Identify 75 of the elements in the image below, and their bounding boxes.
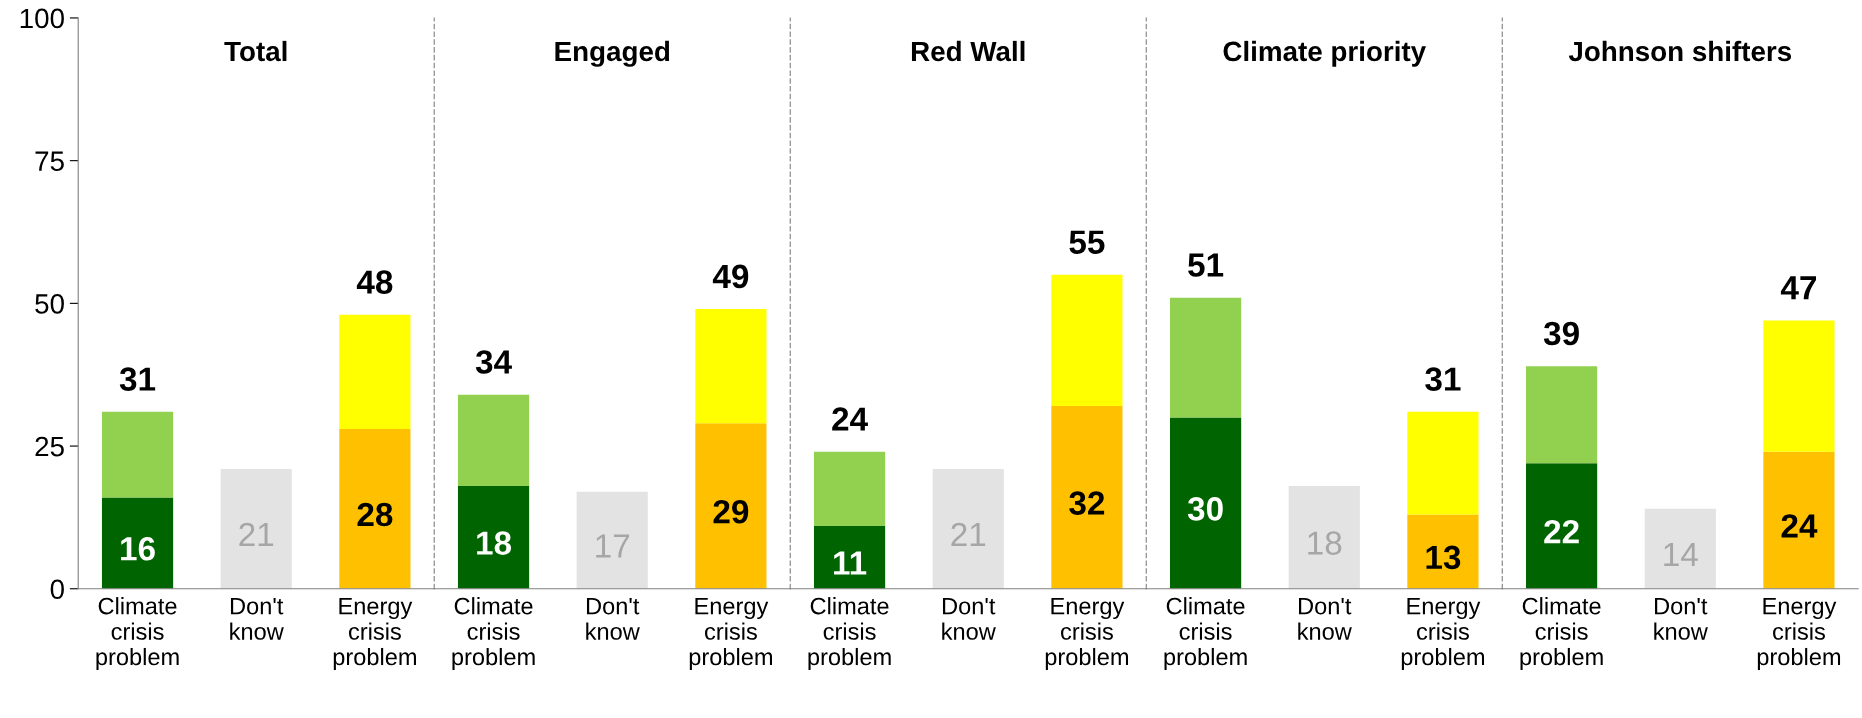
data-label: 14: [1664, 543, 1698, 566]
x-tick-label: Climate crisis problem: [96, 597, 179, 670]
y-tick-label: 50: [35, 294, 64, 314]
bar: [932, 468, 1004, 589]
bar: [1288, 486, 1360, 589]
y-tick-label: 0: [50, 579, 64, 600]
total-label: 24: [832, 407, 868, 431]
data-label: 18: [477, 531, 512, 555]
data-label: 24: [1781, 514, 1818, 538]
bar: [457, 486, 530, 589]
bar: [1051, 274, 1123, 407]
bar: [220, 468, 292, 589]
data-label: 22: [1544, 519, 1579, 544]
data-label: 28: [357, 502, 393, 527]
text: Climate priority: [1223, 40, 1426, 67]
bar: [1407, 411, 1479, 515]
x-tick-label: Energy crisis problem: [689, 597, 772, 670]
y-tick-label: 75: [35, 151, 64, 171]
bar: [1526, 463, 1598, 589]
x-tick-label: Energy crisis problem: [1045, 597, 1129, 670]
bar: [101, 411, 174, 498]
x-tick-label: Climate crisis problem: [808, 597, 891, 670]
data-label: 17: [596, 534, 630, 558]
x-tick-label: Energy crisis problem: [1401, 597, 1485, 670]
data-label: 30: [1187, 497, 1223, 521]
y-tick-label: 100: [20, 8, 64, 29]
total-label: 49: [712, 264, 749, 289]
bar: [695, 309, 767, 424]
data-label: 16: [121, 537, 155, 561]
x-tick-label: Don't know: [586, 597, 640, 640]
total-label: 31: [119, 367, 156, 391]
text: Johnson shifters: [1568, 40, 1792, 62]
bar: [1763, 451, 1835, 589]
data-label: 32: [1069, 491, 1105, 515]
total-label: 48: [356, 270, 393, 294]
total-label: 51: [1188, 253, 1224, 277]
bar: [339, 428, 411, 589]
data-label: 21: [239, 522, 274, 547]
total-label: 31: [1425, 367, 1461, 391]
data-label: 18: [1308, 531, 1342, 555]
bar: [339, 314, 411, 429]
x-tick-label: Don't know: [230, 597, 284, 640]
bar: [1169, 417, 1242, 589]
bar: [576, 491, 648, 589]
bar: [1169, 297, 1242, 418]
text: Engaged: [555, 40, 670, 67]
x-tick-label: Don't know: [1654, 597, 1708, 640]
data-label: 29: [713, 499, 749, 524]
total-label: 34: [475, 350, 512, 374]
x-tick-label: Energy crisis problem: [1757, 597, 1841, 670]
bar: [1763, 320, 1835, 452]
text: Red Wall: [911, 40, 1025, 62]
bar: [813, 451, 886, 526]
x-tick-label: Energy crisis problem: [333, 597, 416, 670]
x-tick-label: Don't know: [1298, 597, 1352, 640]
bar: [101, 497, 174, 589]
bar: [813, 525, 886, 589]
y-tick-label: 25: [35, 436, 64, 457]
x-tick-label: Don't know: [942, 597, 996, 640]
x-tick-label: Climate crisis problem: [1164, 597, 1247, 670]
bar: [457, 394, 530, 487]
x-tick-label: Climate crisis problem: [452, 597, 535, 670]
bar: [1407, 514, 1479, 589]
text: Total: [224, 40, 287, 62]
total-label: 39: [1543, 321, 1579, 346]
data-label: 13: [1426, 545, 1461, 570]
bar: [1526, 366, 1598, 464]
bar: [1051, 406, 1123, 589]
x-tick-label: Climate crisis problem: [1520, 597, 1603, 670]
bar: [1644, 508, 1716, 589]
data-label: 11: [834, 551, 867, 575]
data-label: 21: [951, 522, 986, 547]
total-label: 47: [1780, 276, 1817, 300]
total-label: 55: [1069, 230, 1105, 254]
bar: [695, 423, 767, 589]
